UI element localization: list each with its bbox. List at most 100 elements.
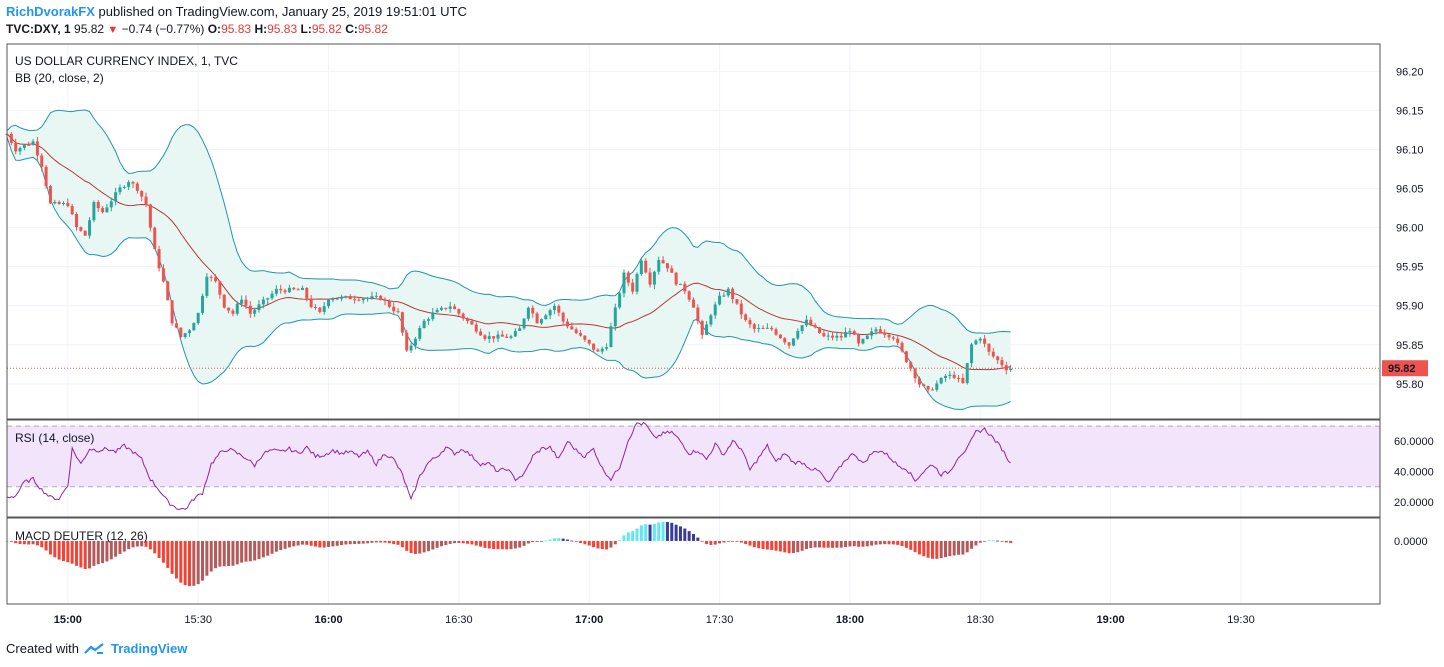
candle-body [983, 338, 987, 344]
macd-bar [765, 540, 769, 550]
candle-body [826, 335, 830, 337]
candle-body [101, 208, 105, 213]
candle-body [957, 377, 961, 379]
macd-bar [692, 534, 695, 541]
publish-info: RichDvorakFX published on TradingView.co… [6, 4, 467, 19]
candle-body [965, 363, 969, 384]
candle-body [322, 306, 326, 312]
macd-bar [431, 540, 435, 550]
open-label: O: [207, 22, 222, 36]
candle-body [518, 328, 522, 331]
macd-bar [44, 540, 48, 551]
macd-bar [240, 540, 244, 563]
candle-body [257, 304, 261, 311]
candle-body [596, 349, 600, 352]
macd-bar [300, 540, 304, 545]
candle-body [978, 338, 982, 341]
macd-bar [444, 540, 448, 546]
macd-bar [274, 540, 278, 552]
macd-bar [305, 540, 309, 545]
candle-body [565, 321, 569, 327]
candle-body [361, 298, 365, 301]
macd-bar [592, 540, 596, 548]
candle-body [548, 310, 552, 316]
bollinger-bands [6, 109, 1011, 410]
candle-body [665, 263, 669, 269]
macd-bar [166, 540, 170, 568]
x-tick-label: 16:30 [445, 614, 473, 626]
candle-body [874, 329, 878, 332]
candle-body [783, 338, 787, 343]
candle-body [292, 287, 296, 290]
macd-bar [513, 540, 517, 549]
candle-body [674, 272, 678, 285]
macd-bar [531, 540, 535, 543]
candle-body [700, 321, 704, 335]
candle-body [831, 335, 835, 338]
tradingview-brand[interactable]: TradingView [110, 641, 188, 656]
macd-bar [218, 540, 222, 567]
macd-bar [487, 540, 491, 549]
candle-body [487, 336, 491, 339]
candle-body [209, 276, 213, 278]
macd-bar [270, 540, 274, 554]
author-link[interactable]: RichDvorakFX [6, 4, 95, 19]
macd-bar [35, 540, 39, 546]
candle-body [348, 296, 352, 300]
macd-bar [500, 540, 504, 550]
macd-bar [439, 540, 443, 547]
candle-body [900, 342, 904, 352]
candle-body [1000, 360, 1004, 366]
x-tick-label: 15:00 [54, 614, 82, 626]
macd-bar [826, 540, 830, 548]
candle-body [722, 295, 726, 297]
macd-bar [22, 540, 26, 545]
candle-body [661, 260, 665, 264]
macd-bar [335, 540, 339, 546]
candle-body [405, 332, 409, 351]
macd-bar [1004, 540, 1008, 543]
macd-bar [635, 528, 639, 541]
candle-body [718, 295, 722, 305]
macd-bar [561, 538, 565, 541]
candle-body [418, 328, 422, 339]
macd-bar [201, 540, 205, 581]
candle-body [201, 295, 205, 313]
rsi-tick-label: 60.0000 [1394, 436, 1434, 448]
macd-bar [101, 540, 105, 564]
candle-body [466, 318, 470, 322]
macd-bar [344, 540, 348, 545]
macd-bar [770, 540, 774, 550]
candle-body [483, 335, 487, 339]
macd-bar [261, 540, 265, 558]
macd-bar [192, 540, 196, 586]
candle-body [735, 299, 739, 304]
macd-bar [174, 540, 178, 579]
candle-body [952, 374, 956, 378]
candlestick-series [5, 131, 1380, 394]
macd-bar [818, 540, 822, 548]
candle-body [283, 290, 287, 293]
candle-body [839, 335, 843, 338]
candle-body [644, 260, 648, 273]
macd-bar [583, 540, 587, 545]
macd-bar [196, 540, 200, 585]
macd-bar [161, 540, 165, 563]
macd-bar [900, 540, 904, 547]
candle-body [592, 343, 596, 350]
candle-body [505, 336, 509, 338]
macd-bar [366, 540, 370, 544]
macd-bar [309, 540, 313, 546]
open-value: 95.83 [221, 22, 252, 36]
rsi-series [6, 421, 1011, 511]
macd-bar [422, 540, 426, 553]
macd-bar [674, 524, 678, 541]
candle-body [392, 306, 396, 312]
candle-body [53, 201, 57, 204]
macd-bar [574, 540, 578, 542]
candle-body [66, 202, 70, 207]
macd-bar [665, 522, 669, 541]
candle-body [387, 300, 391, 307]
candle-body [696, 307, 700, 322]
